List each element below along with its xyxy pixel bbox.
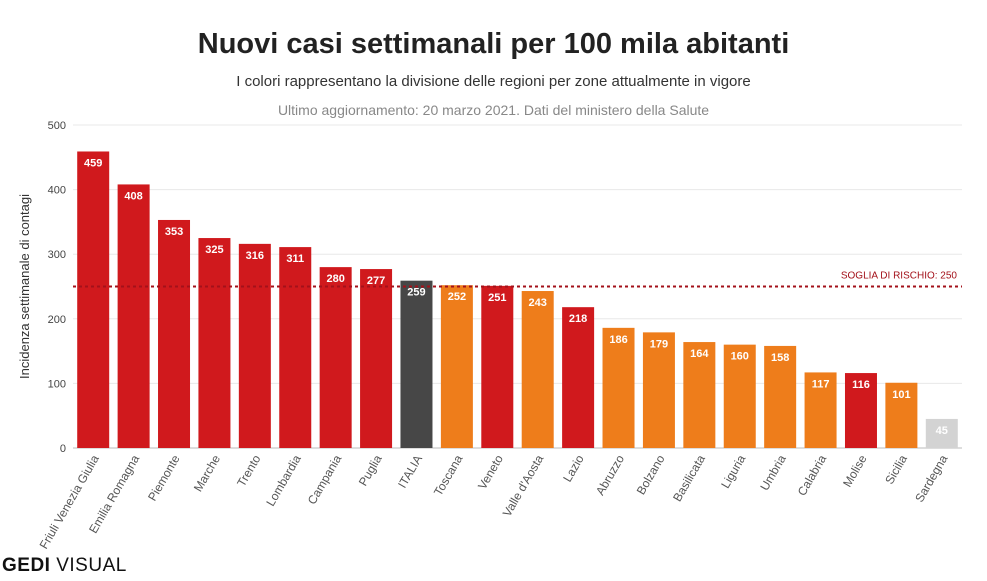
bar <box>723 344 756 448</box>
chart-subtitle: I colori rappresentano la divisione dell… <box>236 73 751 90</box>
x-tick-label: Lombardia <box>263 452 304 508</box>
y-tick-label: 300 <box>48 249 66 261</box>
x-tick-label: Abruzzo <box>593 452 627 497</box>
x-tick-label: Sardegna <box>912 452 950 504</box>
x-tick-label: Calabria <box>795 452 830 498</box>
bar-value-label: 186 <box>609 334 627 346</box>
bar-value-label: 316 <box>246 250 264 262</box>
x-tick-label: Valle d'Aosta <box>500 452 547 519</box>
bar <box>319 267 352 448</box>
chart-title: Nuovi casi settimanali per 100 mila abit… <box>197 28 790 60</box>
bar-value-label: 280 <box>326 273 344 285</box>
gedi-visual-logo: GEDI VISUAL <box>2 555 127 576</box>
bar <box>117 184 150 448</box>
bar <box>602 327 635 448</box>
update-note: Ultimo aggiornamento: 20 marzo 2021. Dat… <box>277 102 710 118</box>
bar-value-label: 311 <box>286 253 304 265</box>
y-axis-label: Incidenza settimanale di contagi <box>17 194 32 379</box>
bar <box>844 373 877 448</box>
bar-value-label: 164 <box>690 348 709 360</box>
bar <box>885 382 918 448</box>
threshold-label: SOGLIA DI RISCHIO: 250 <box>841 271 958 282</box>
bar-value-label: 45 <box>936 425 948 437</box>
bar-value-label: 459 <box>84 157 102 169</box>
x-tick-label: Campania <box>305 452 345 507</box>
bar <box>158 219 191 448</box>
bar <box>440 285 473 448</box>
bar-value-label: 116 <box>852 379 870 391</box>
bar-value-label: 408 <box>124 190 142 202</box>
bar-value-label: 259 <box>407 287 425 299</box>
bar <box>400 280 433 448</box>
y-tick-label: 500 <box>48 120 66 132</box>
bar <box>360 269 393 448</box>
x-tick-label: Lazio <box>560 452 587 484</box>
bar-value-label: 160 <box>731 351 749 363</box>
bar-value-label: 325 <box>205 244 223 256</box>
y-tick-label: 400 <box>48 185 66 197</box>
bar <box>198 238 231 448</box>
x-tick-label: Veneto <box>475 452 506 492</box>
x-tick-label: Marche <box>191 452 223 494</box>
x-tick-label: Puglia <box>356 452 385 488</box>
bar <box>562 307 595 448</box>
bar-value-label: 101 <box>892 389 910 401</box>
bar <box>642 332 675 448</box>
bar <box>521 291 554 448</box>
x-tick-label: Trento <box>234 452 263 489</box>
x-tick-label: Piemonte <box>145 452 183 503</box>
bar-value-label: 243 <box>529 297 547 309</box>
x-tick-label: Umbria <box>757 452 789 493</box>
x-tick-label: Sicilia <box>882 452 910 486</box>
bar <box>238 243 271 448</box>
bar-value-label: 117 <box>812 378 830 390</box>
bar <box>683 342 716 448</box>
bar <box>764 345 797 448</box>
bar <box>279 247 312 448</box>
bar-value-label: 252 <box>448 291 466 303</box>
bar <box>804 372 837 448</box>
x-tick-label: Friuli Venezia Giulia <box>37 452 102 551</box>
x-tick-label: Basilicata <box>670 452 708 504</box>
bar <box>77 151 110 448</box>
bar-value-label: 158 <box>771 352 789 364</box>
y-tick-label: 200 <box>48 314 66 326</box>
bar-value-label: 353 <box>165 226 183 238</box>
y-tick-label: 100 <box>48 378 66 390</box>
bar-value-label: 251 <box>488 292 506 304</box>
y-tick-label: 0 <box>60 443 66 455</box>
x-tick-label: Bolzano <box>634 452 668 497</box>
bar <box>481 285 514 448</box>
x-tick-label: Liguria <box>718 452 748 490</box>
bar-value-label: 179 <box>650 338 668 350</box>
x-tick-label: Toscana <box>431 452 466 498</box>
bar-value-label: 277 <box>367 275 385 287</box>
x-tick-label: ITALIA <box>395 453 425 491</box>
bar-value-label: 218 <box>569 313 587 325</box>
bar <box>925 418 958 448</box>
x-tick-label: Molise <box>840 452 870 489</box>
